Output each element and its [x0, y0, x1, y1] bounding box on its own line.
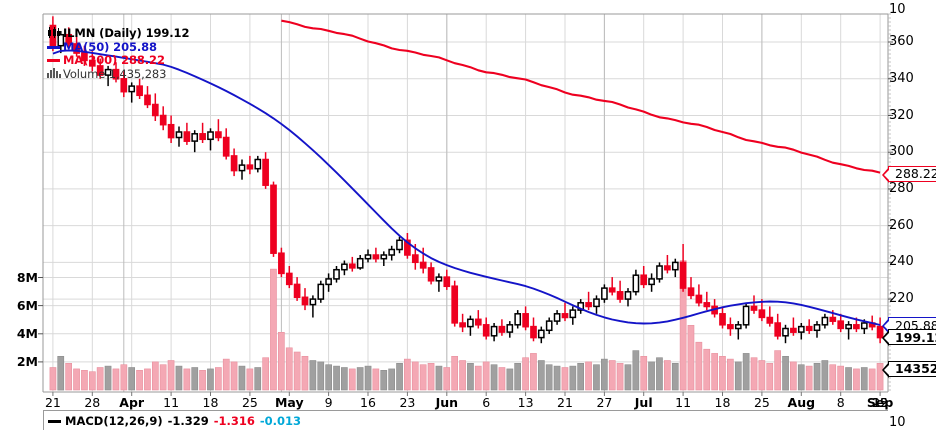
date-axis-label: 22 — [872, 395, 889, 410]
date-axis-label: 18 — [202, 395, 219, 410]
date-axis-label: 11 — [163, 395, 180, 410]
price-axis-label: 220 — [889, 291, 914, 307]
price-axis-label: 360 — [889, 34, 914, 49]
date-axis-label: 21 — [44, 395, 61, 410]
date-axis-label: 6 — [482, 395, 491, 410]
date-axis-label: 12 — [872, 395, 889, 410]
date-axis-label: May — [274, 395, 304, 410]
ma50-tag[interactable]: 205.88 — [882, 317, 936, 335]
macd-line-swatch — [48, 419, 61, 423]
tag-pointer — [882, 318, 891, 335]
ma50-line — [52, 49, 881, 326]
price-axis-label: 320 — [889, 107, 914, 123]
date-axis-label: 29 — [872, 395, 889, 410]
volume-axis-label: 8M — [16, 269, 38, 285]
volume-axis-label: 4M — [16, 325, 38, 341]
date-axis-label: Apr — [119, 395, 145, 410]
macd-pane[interactable]: MACD(12,26,9) -1.329 -1.316 -0.013 — [43, 410, 888, 430]
gridlines — [43, 14, 888, 392]
date-axis-label: 21 — [557, 395, 573, 410]
date-axis-label: 28 — [84, 395, 101, 410]
bottom-pane-axis-label: 10 — [889, 415, 906, 430]
axis-lines — [38, 13, 893, 396]
ma200-tag-text: 288.22 — [895, 166, 936, 182]
date-axis-label: 15 — [872, 395, 889, 410]
date-axis-label: 16 — [360, 395, 376, 410]
ma200-tag[interactable]: 288.22 — [882, 165, 936, 183]
ma50-tag-text: 205.88 — [895, 317, 936, 333]
date-axis-label: Sep — [866, 395, 894, 410]
last-price-tag-text: 199.12 — [895, 329, 936, 345]
top-pane-axis-label: 10 — [889, 2, 906, 17]
date-axis-label: 25 — [241, 395, 258, 410]
tag-pointer — [882, 330, 891, 347]
date-axis-label: Jul — [634, 395, 653, 410]
macd-legend: MACD(12,26,9) -1.329 -1.316 -0.013 — [48, 414, 301, 428]
macd-histogram-value: -0.013 — [259, 414, 302, 428]
date-axis-label: 9 — [324, 395, 333, 410]
macd-value: -1.329 — [167, 414, 209, 428]
price-axis-label: 300 — [889, 144, 914, 160]
last-price-tag[interactable]: 199.12 — [882, 329, 936, 347]
date-axis-label: 8 — [836, 395, 845, 410]
volume-axis-label: 2M — [16, 353, 38, 369]
macd-signal-value: -1.316 — [213, 414, 255, 428]
date-axis-label: 13 — [517, 395, 534, 410]
date-axis-label: 18 — [714, 395, 731, 410]
volume-tag-text: 143528 — [895, 361, 936, 377]
candlesticks — [49, 16, 884, 344]
date-axis-label: 25 — [753, 395, 770, 410]
price-axis-label: 260 — [889, 217, 914, 233]
macd-indicator-label: MACD(12,26,9) — [65, 414, 163, 428]
tag-pointer — [882, 166, 891, 183]
price-axis-label: 340 — [889, 70, 914, 86]
price-axis-label: 280 — [889, 180, 914, 196]
date-axis-label: Jun — [435, 395, 459, 410]
ma200-line — [281, 19, 881, 174]
volume-bars — [49, 260, 884, 391]
date-axis-label: 23 — [399, 395, 416, 410]
volume-axis-label: 6M — [16, 297, 38, 313]
date-axis-label: 27 — [596, 395, 613, 410]
volume-tag[interactable]: 143528 — [882, 360, 936, 378]
price-axis-label: 240 — [889, 254, 914, 270]
date-axis-label: 11 — [675, 395, 692, 410]
tag-pointer — [882, 361, 891, 378]
date-axis-label: Aug — [787, 395, 816, 410]
